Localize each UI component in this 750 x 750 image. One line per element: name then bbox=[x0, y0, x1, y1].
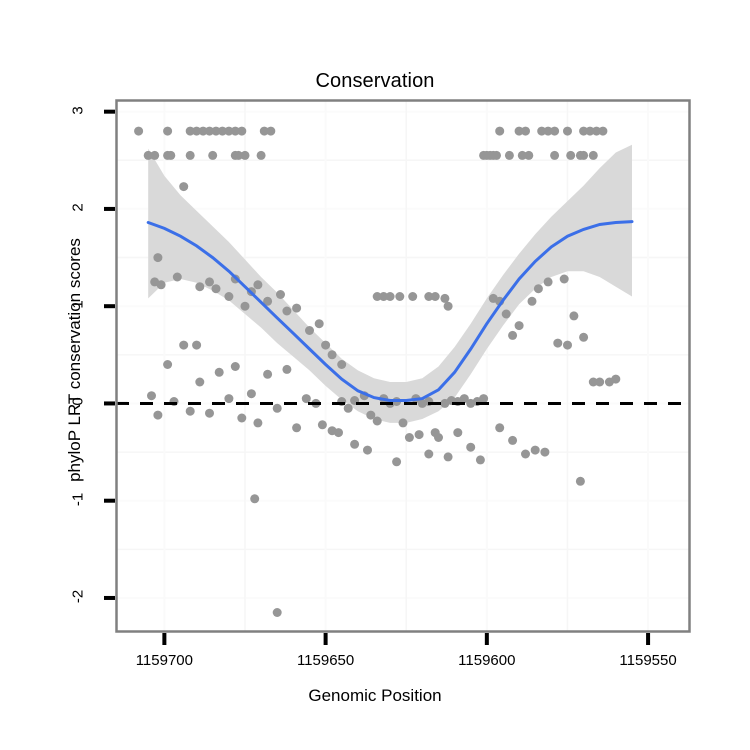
confidence-band bbox=[148, 144, 632, 423]
x-tick-label: 1159650 bbox=[296, 652, 355, 669]
x-tick-label: 1159700 bbox=[135, 652, 193, 669]
page-title: Conservation bbox=[315, 70, 435, 92]
axis-tick-marks bbox=[104, 109, 651, 645]
panel-border bbox=[115, 99, 691, 633]
y-tick-label: 0 bbox=[69, 397, 87, 407]
y-tick-label: 2 bbox=[69, 203, 87, 212]
loess-smooth-line bbox=[146, 220, 634, 402]
y-tick-label: -1 bbox=[69, 492, 87, 506]
y-tick-label: 3 bbox=[69, 105, 87, 115]
y-tick-label: -2 bbox=[69, 589, 87, 604]
x-tick-label: 1159550 bbox=[619, 652, 677, 669]
y-tick-label: 1 bbox=[69, 300, 87, 309]
x-axis-title: Genomic Position bbox=[308, 686, 442, 705]
x-tick-label: 1159600 bbox=[458, 652, 516, 669]
